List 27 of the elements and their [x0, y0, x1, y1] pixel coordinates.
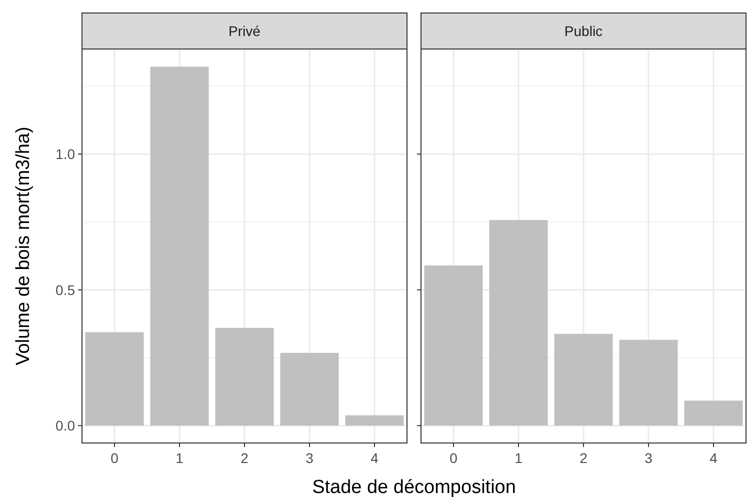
- bar: [345, 415, 404, 426]
- bar: [280, 352, 339, 426]
- x-tick-label: 0: [450, 450, 458, 466]
- x-tick-label: 4: [710, 450, 718, 466]
- y-tick-label: 0.0: [56, 418, 76, 434]
- bar: [489, 220, 548, 426]
- bar: [85, 332, 144, 426]
- bar: [215, 328, 274, 426]
- bar: [619, 340, 678, 426]
- y-tick-label: 0.5: [56, 282, 76, 298]
- x-tick-label: 1: [514, 450, 523, 466]
- y-axis-title: Volume de bois mort(m3/ha): [13, 126, 34, 366]
- bar: [684, 400, 743, 426]
- x-tick-label: 2: [580, 450, 588, 466]
- chart-title: Public: [564, 23, 603, 39]
- y-tick-label: 1.0: [56, 146, 76, 162]
- x-tick-label: 4: [370, 450, 379, 466]
- x-tick-label: 3: [644, 450, 653, 466]
- x-tick-label: 2: [240, 450, 249, 466]
- x-tick-label: 0: [110, 450, 119, 466]
- bar: [554, 334, 613, 426]
- bar: [150, 66, 209, 426]
- x-tick-label: 3: [306, 450, 314, 466]
- bar: [424, 265, 483, 426]
- x-tick-label: 1: [176, 450, 184, 466]
- x-axis-title: Stade de décomposition: [312, 477, 516, 498]
- chart-title: Privé: [228, 23, 261, 39]
